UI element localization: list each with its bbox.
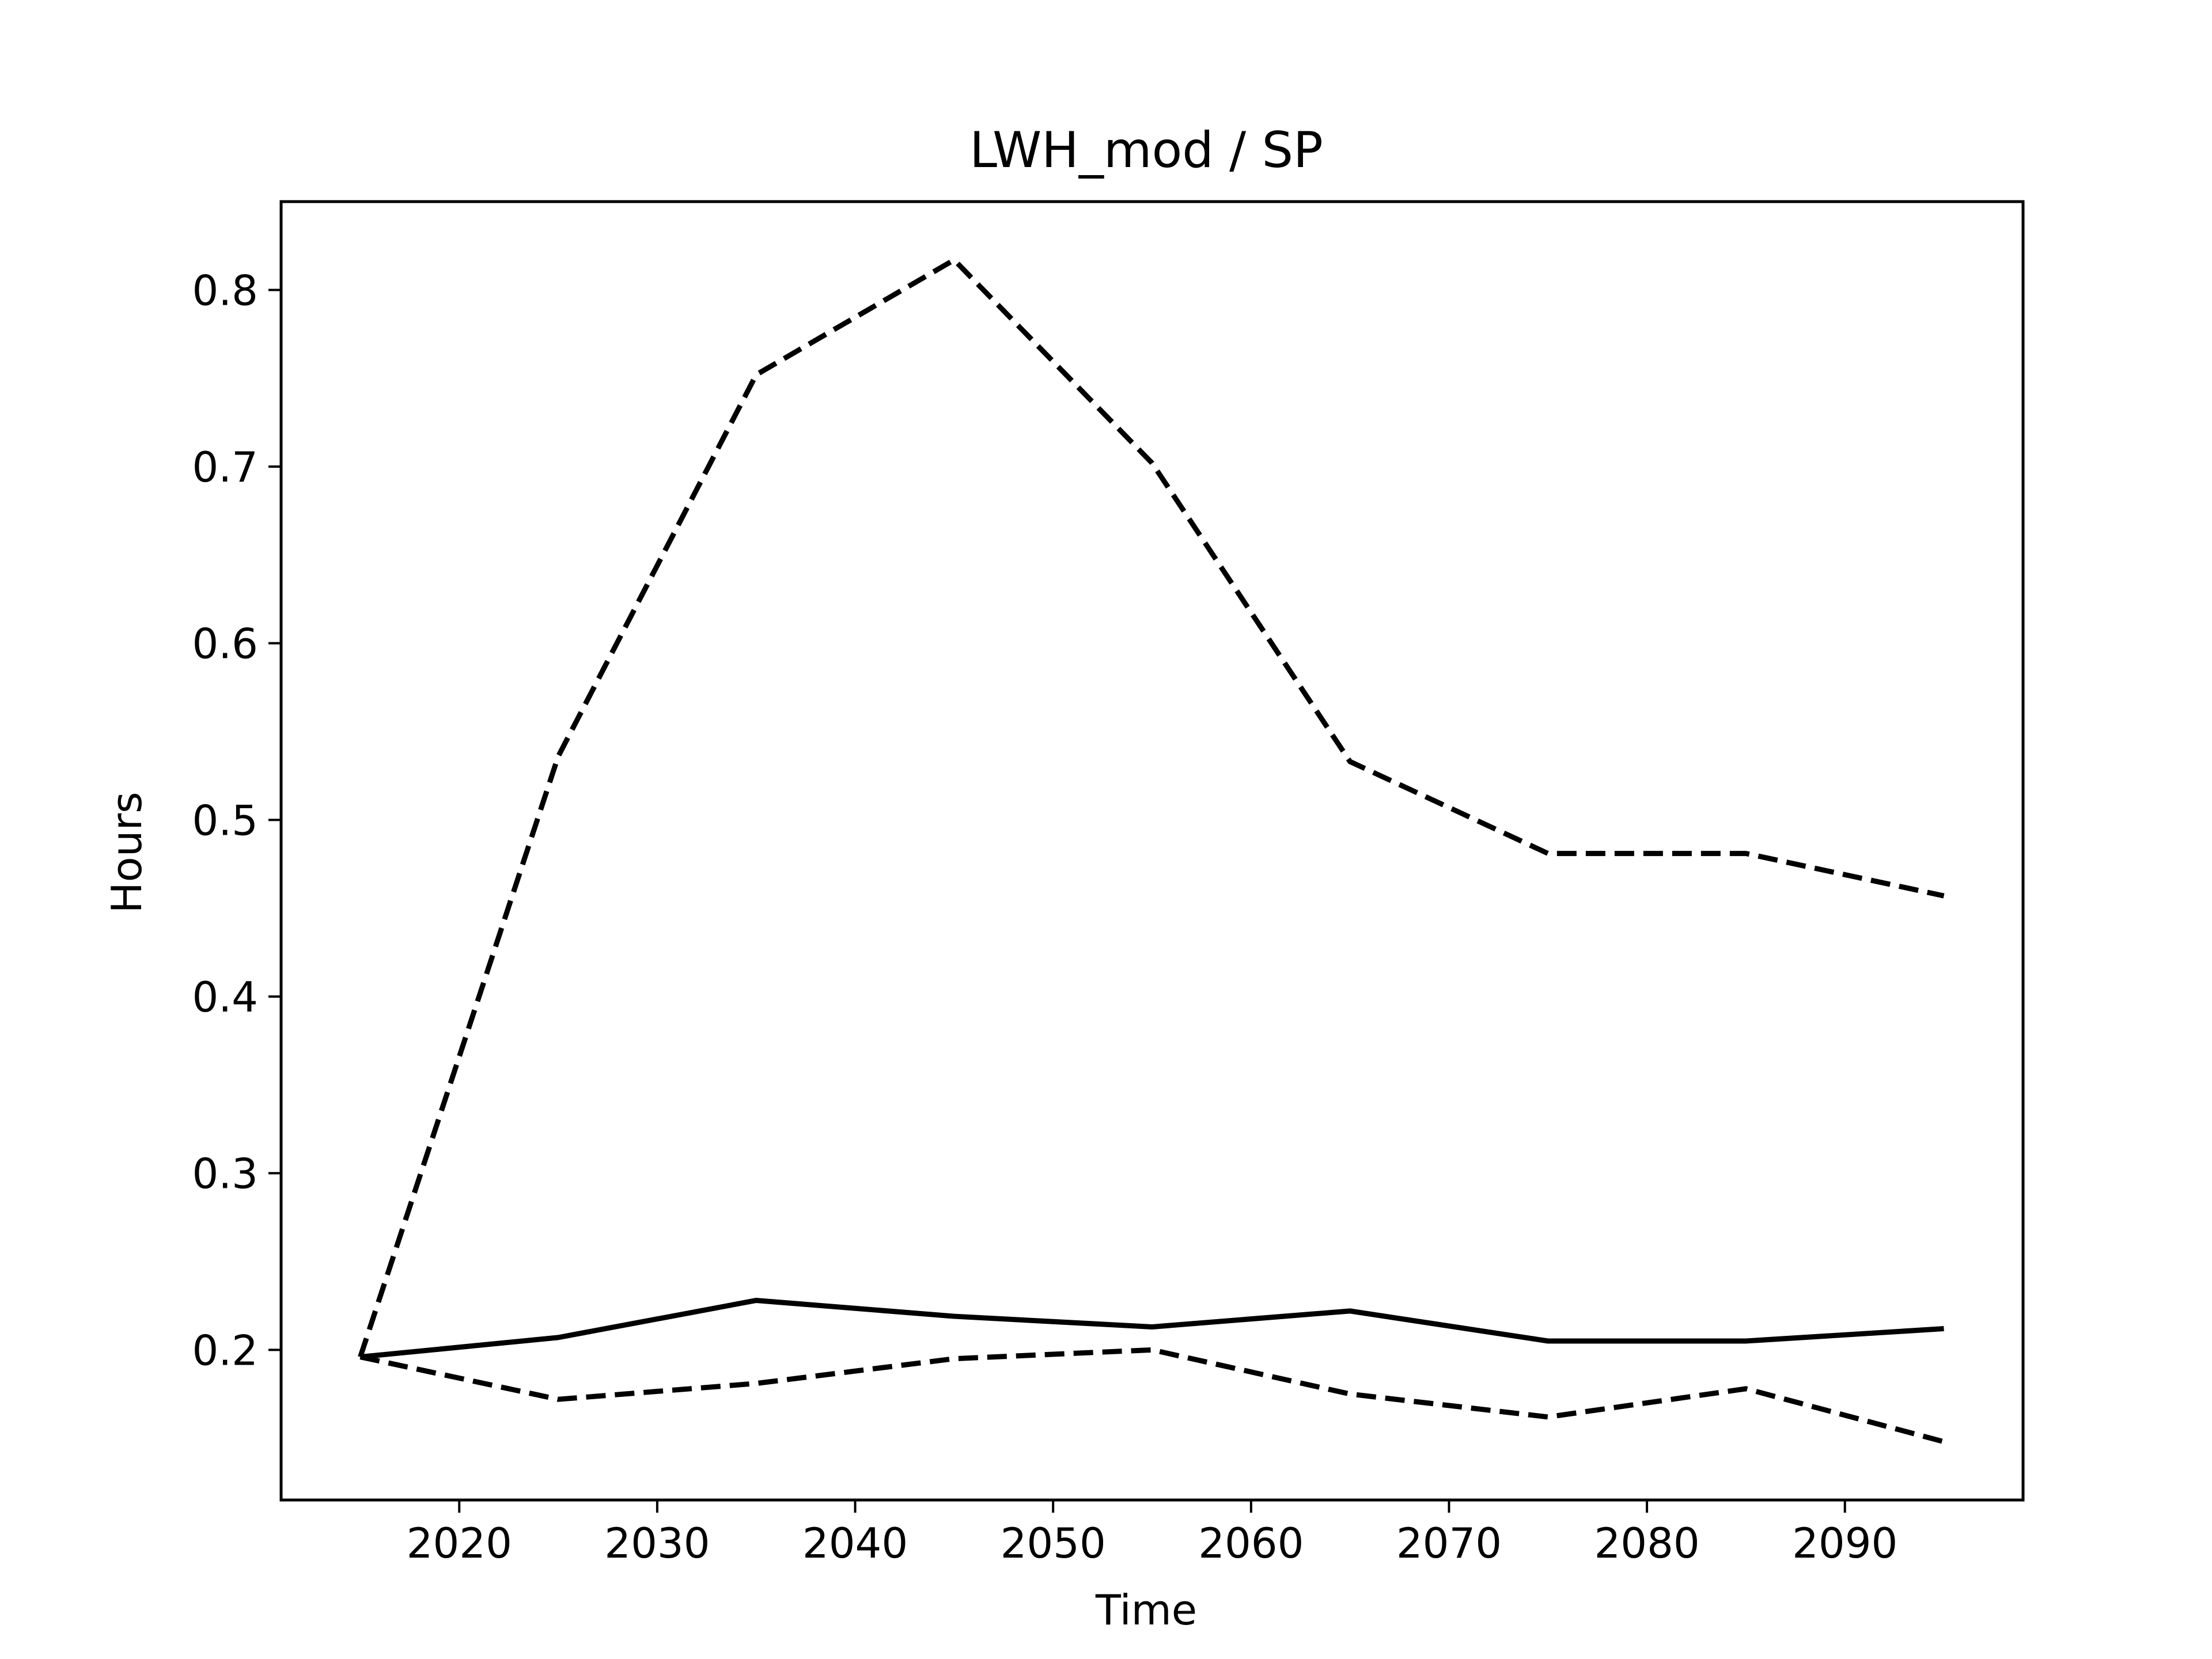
series-layer [358, 257, 1945, 1445]
y-tick-label: 0.8 [192, 266, 258, 315]
plot-area-frame [279, 200, 2025, 1502]
y-tick-label: 0.7 [192, 443, 258, 491]
series-line-2 [358, 257, 1945, 1358]
y-tick-label: 0.2 [192, 1326, 258, 1374]
x-tick-label: 2050 [1001, 1519, 1106, 1567]
y-tick-label: 0.6 [192, 620, 258, 668]
x-axis-label: Time [1095, 1586, 1197, 1634]
y-axis-label: Hours [103, 792, 151, 914]
y-tick-label: 0.5 [192, 796, 258, 844]
x-tick-label: 2080 [1594, 1519, 1699, 1567]
x-axis: 2020 2030 2040 2050 2060 2070 2080 2090 [407, 1500, 1897, 1567]
x-tick-label: 2020 [407, 1519, 512, 1567]
y-tick-label: 0.3 [192, 1150, 258, 1198]
chart-title: LWH_mod / SP [969, 122, 1323, 179]
y-axis: 0.2 0.3 0.4 0.5 0.6 0.7 0.8 [192, 266, 281, 1374]
x-tick-label: 2070 [1396, 1519, 1502, 1567]
series-line-1 [360, 1297, 1944, 1360]
y-tick-label: 0.4 [192, 973, 258, 1021]
x-tick-label: 2030 [604, 1519, 710, 1567]
x-tick-label: 2040 [802, 1519, 908, 1567]
x-tick-label: 2060 [1198, 1519, 1304, 1567]
series-line-3 [359, 1347, 1945, 1445]
x-tick-label: 2090 [1792, 1519, 1897, 1567]
